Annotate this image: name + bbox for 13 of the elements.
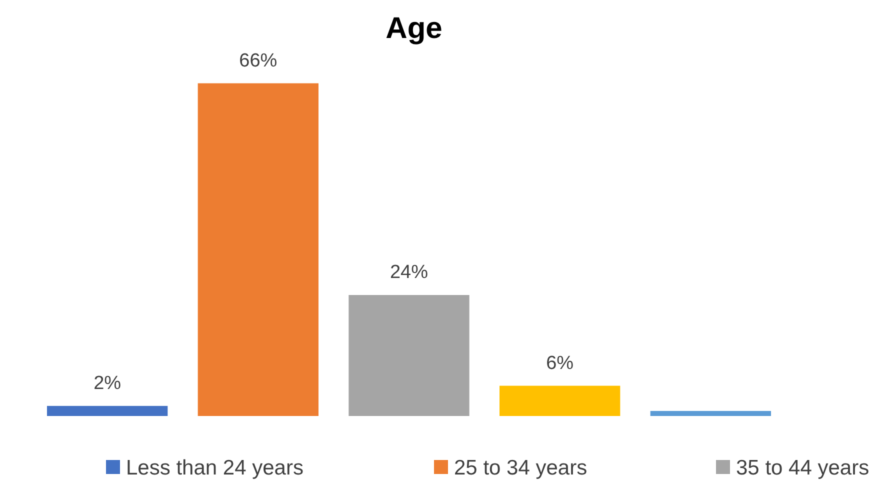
bar — [46, 406, 168, 416]
data-label: 24% — [390, 262, 428, 284]
legend-label: 25 to 34 years — [454, 456, 588, 480]
bar — [500, 386, 620, 416]
data-label: 6% — [546, 352, 574, 374]
bar — [348, 295, 470, 416]
data-label: 66% — [239, 50, 278, 72]
data-label: 2% — [94, 372, 122, 394]
bar — [198, 83, 318, 416]
bar — [650, 410, 772, 416]
chart-title: Age — [386, 12, 442, 45]
legend-label: 35 to 44 years — [736, 456, 870, 480]
legend-label: Less than 24 years — [126, 456, 304, 480]
